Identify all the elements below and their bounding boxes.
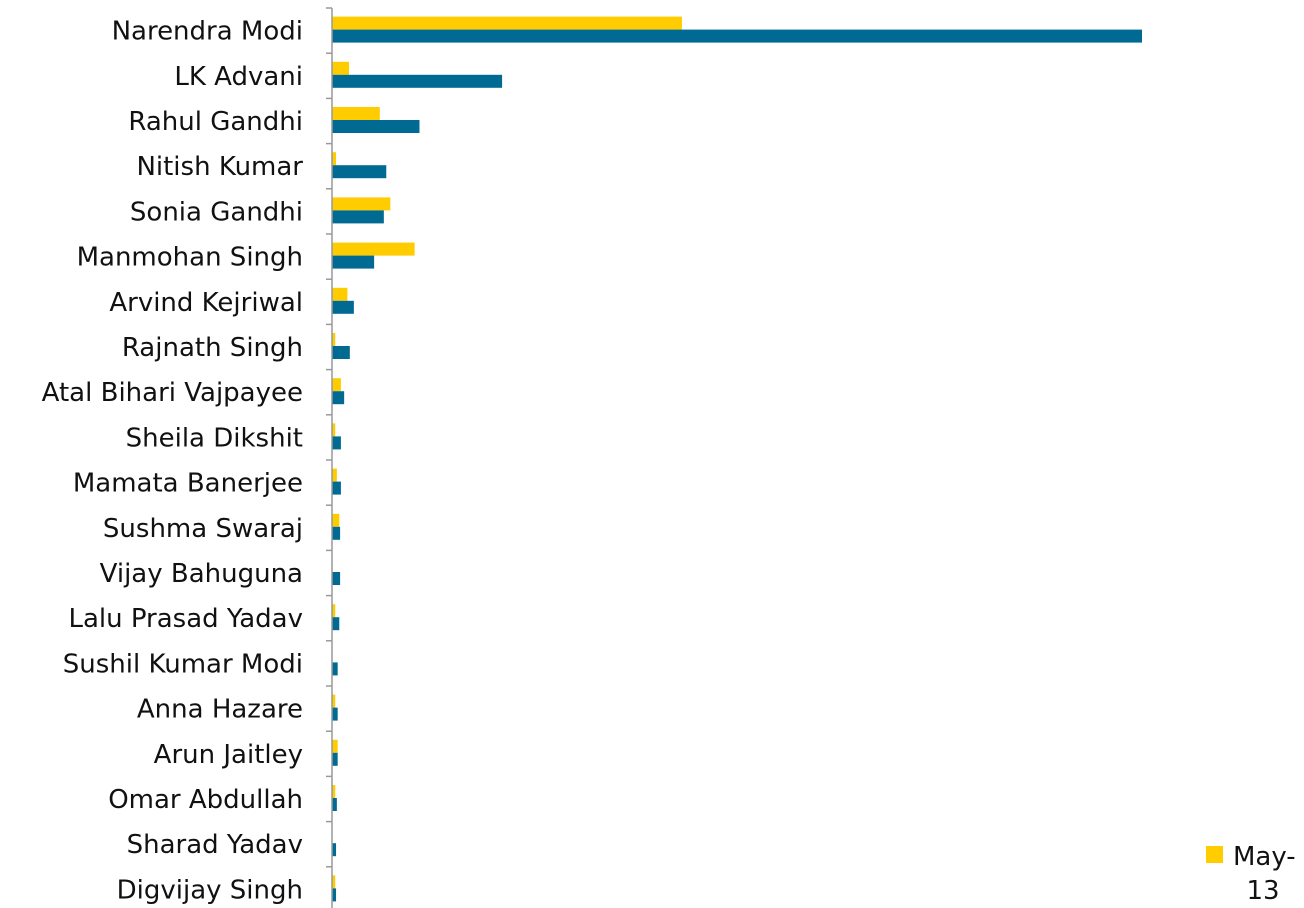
category-label: Mamata Banerjee	[73, 469, 303, 499]
category-label: Nitish Kumar	[136, 152, 303, 182]
bar-series-a-15	[332, 694, 336, 708]
category-label: Omar Abdullah	[108, 785, 303, 815]
bar-series-a-6	[332, 287, 348, 301]
bar-series-b-6	[332, 300, 354, 314]
category-label: Sushma Swaraj	[103, 514, 303, 544]
bar-series-b-7	[332, 346, 350, 359]
bar-series-a-7	[332, 333, 336, 346]
bar-series-a-4	[332, 197, 391, 211]
bar-series-b-12	[332, 572, 341, 585]
bar-series-a-8	[332, 378, 341, 392]
category-label: Narendra Modi	[112, 17, 303, 47]
category-label: Rajnath Singh	[122, 333, 303, 363]
category-label: Manmohan Singh	[77, 243, 303, 273]
bar-series-b-15	[332, 707, 338, 721]
bar-series-b-18	[332, 843, 337, 857]
legend-swatch-icon	[1206, 846, 1223, 863]
category-label: Atal Bihari Vajpayee	[42, 378, 303, 408]
category-label: Sheila Dikshit	[126, 423, 303, 453]
bar-series-b-19	[332, 888, 337, 902]
bar-series-b-2	[332, 120, 420, 133]
bar-series-a-5	[332, 242, 415, 256]
bar-series-b-17	[332, 798, 337, 811]
bar-series-a-0	[332, 16, 682, 30]
category-label: Lalu Prasad Yadav	[68, 604, 303, 634]
legend-label: May-13	[1233, 842, 1296, 906]
y-axis	[326, 7, 333, 908]
category-label: Sonia Gandhi	[130, 197, 303, 227]
bar-series-b-1	[332, 74, 503, 88]
category-label: Sharad Yadav	[127, 830, 303, 860]
category-label: Digvijay Singh	[117, 875, 303, 905]
bar-series-b-4	[332, 210, 384, 224]
bar-series-b-10	[332, 481, 341, 495]
bar-series-a-13	[332, 604, 336, 618]
category-label: LK Advani	[174, 62, 303, 92]
bar-series-a-19	[332, 875, 336, 889]
bar-series-a-11	[332, 513, 340, 527]
category-label: Vijay Bahuguna	[100, 559, 303, 589]
bar-series-b-16	[332, 752, 338, 766]
bar-series-a-10	[332, 468, 337, 482]
bar-series-b-3	[332, 165, 387, 179]
category-label: Arvind Kejriwal	[109, 288, 303, 318]
bar-series-a-9	[332, 423, 336, 437]
category-label: Sushil Kumar Modi	[63, 649, 303, 679]
category-labels: Narendra Modi LK Advani Rahul Gandhi Nitish…	[42, 17, 304, 906]
bar-series-a-17	[332, 785, 336, 798]
bar-series-b-5	[332, 255, 375, 269]
bar-series-b-0	[332, 29, 1142, 43]
bars-group	[332, 16, 1142, 902]
category-label: Arun Jaitley	[154, 740, 303, 770]
bar-series-b-14	[332, 662, 338, 676]
bar-series-b-11	[332, 526, 341, 540]
bar-series-a-1	[332, 61, 350, 75]
bar-series-a-3	[332, 152, 337, 166]
bar-series-b-13	[332, 617, 340, 631]
category-label: Anna Hazare	[137, 695, 303, 725]
bar-series-b-9	[332, 436, 341, 450]
bar-series-a-16	[332, 739, 338, 753]
bar-series-b-8	[332, 391, 345, 405]
bar-series-a-2	[332, 107, 380, 120]
category-label: Rahul Gandhi	[128, 107, 303, 137]
